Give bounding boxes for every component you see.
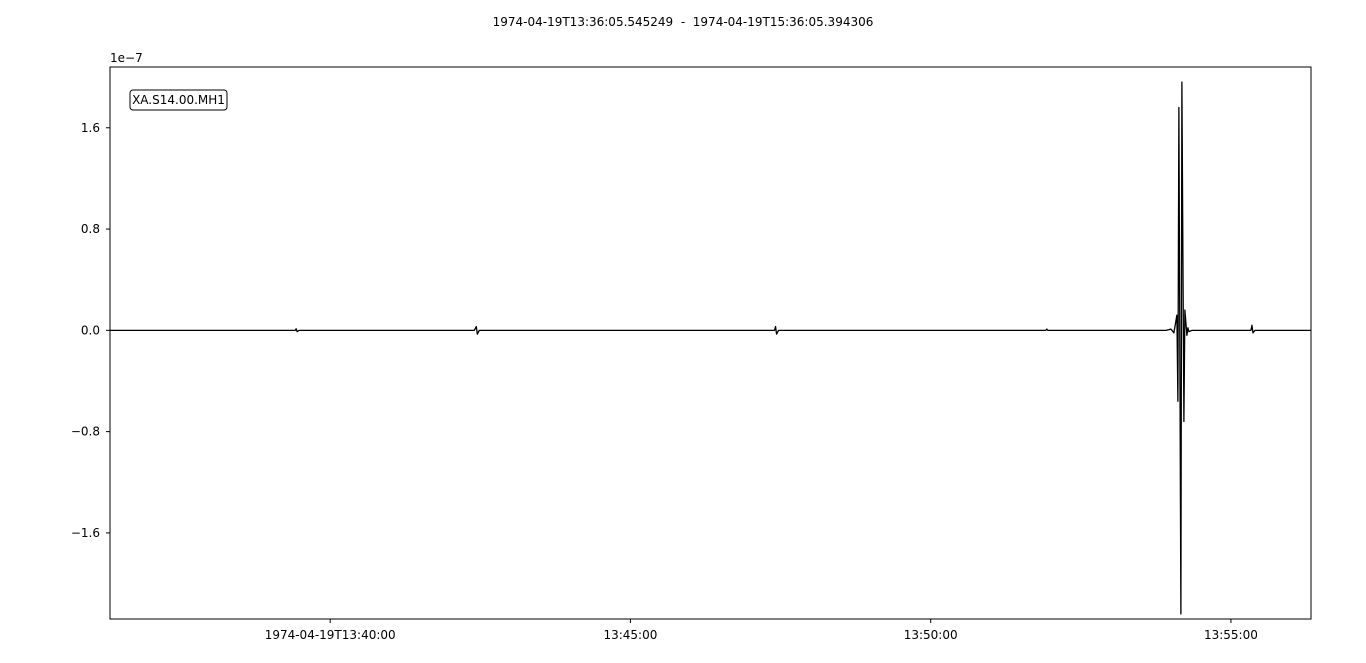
x-tick-label: 13:45:00 xyxy=(603,628,657,642)
y-tick-label: −0.8 xyxy=(71,425,100,439)
waveform-trace xyxy=(110,81,1311,615)
chart-title: 1974-04-19T13:36:05.545249 - 1974-04-19T… xyxy=(492,15,874,29)
station-label: XA.S14.00.MH1 xyxy=(132,93,225,107)
x-tick-label: 13:50:00 xyxy=(904,628,958,642)
y-axis: 1.6 0.8 0.0 −0.8 −1.6 xyxy=(71,121,110,540)
y-tick-label: 0.8 xyxy=(81,222,100,236)
y-tick-label: 0.0 xyxy=(81,323,100,337)
y-tick-label: 1.6 xyxy=(81,121,100,135)
x-tick-label: 13:55:00 xyxy=(1204,628,1258,642)
x-tick-label: 1974-04-19T13:40:00 xyxy=(265,628,396,642)
station-legend-box xyxy=(129,89,228,111)
y-tick-label: −1.6 xyxy=(71,526,100,540)
station-legend: XA.S14.00.MH1 xyxy=(129,89,228,111)
plot-area xyxy=(109,66,1312,620)
series-layer xyxy=(110,81,1311,615)
x-axis: 1974-04-19T13:40:00 13:45:00 13:50:00 13:55… xyxy=(265,619,1258,642)
y-scale-label: 1e−7 xyxy=(110,51,143,65)
